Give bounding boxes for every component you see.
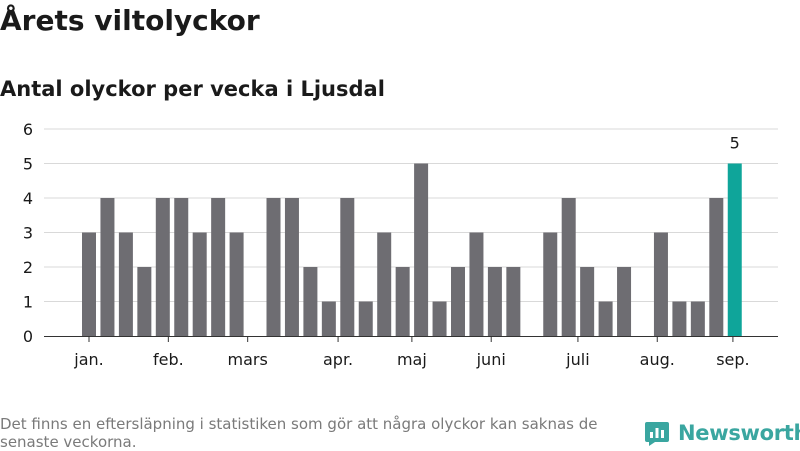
y-tick-label: 0: [23, 327, 33, 346]
bar: [709, 198, 724, 336]
bars: [82, 163, 742, 336]
bar: [100, 198, 115, 336]
bar: [155, 198, 170, 336]
bar: [598, 301, 613, 336]
bar: [321, 301, 336, 336]
bar: [727, 163, 742, 336]
y-tick-label: 3: [23, 224, 33, 243]
x-tick-label: aug.: [640, 350, 675, 369]
x-tick-label: feb.: [153, 350, 184, 369]
bar: [284, 198, 299, 336]
bar: [617, 267, 632, 336]
brand-name: Newsworthy: [678, 421, 800, 445]
chart-subtitle: Antal olyckor per vecka i Ljusdal: [0, 77, 385, 101]
bar: [118, 232, 133, 336]
footnote: Det finns en eftersläpning i statistiken…: [0, 415, 598, 451]
bar: [506, 267, 521, 336]
bar: [672, 301, 687, 336]
bar: [137, 267, 152, 336]
bar: [414, 163, 429, 336]
bar: [229, 232, 244, 336]
bar: [192, 232, 207, 336]
y-tick-label: 2: [23, 258, 33, 277]
x-tick-label: sep.: [716, 350, 749, 369]
x-tick-label: juli: [565, 350, 589, 369]
y-tick-label: 4: [23, 189, 33, 208]
bar: [653, 232, 668, 336]
bar: [469, 232, 484, 336]
bar: [690, 301, 705, 336]
y-tick-label: 1: [23, 293, 33, 312]
x-tick-label: maj: [397, 350, 427, 369]
bar-chart: 0 1 2 3 4 5 6 5 jan. feb. mars apr. maj juni juli aug…: [23, 120, 778, 369]
x-tick-label: mars: [228, 350, 268, 369]
bar: [82, 232, 96, 336]
chart-title: Årets viltolyckor: [0, 4, 260, 37]
bar: [487, 267, 502, 336]
bar: [340, 198, 355, 336]
bar: [451, 267, 465, 336]
y-axis-ticks: 0 1 2 3 4 5 6: [23, 120, 33, 346]
bar: [211, 198, 226, 336]
bar: [432, 301, 447, 336]
newsworthy-logo-icon: [645, 422, 669, 446]
data-label: 5: [730, 134, 740, 153]
bar: [561, 198, 576, 336]
y-tick-label: 6: [23, 120, 33, 139]
bar: [303, 267, 318, 336]
bar: [377, 232, 392, 336]
y-tick-label: 5: [23, 155, 33, 174]
bar: [395, 267, 410, 336]
x-axis-ticks: jan. feb. mars apr. maj juni juli aug. sep.: [73, 336, 750, 369]
bar: [358, 301, 373, 336]
x-tick-label: apr.: [323, 350, 353, 369]
brand-logo: Newsworthy: [644, 420, 800, 446]
bar: [580, 267, 595, 336]
bar: [174, 198, 189, 336]
x-tick-label: jan.: [73, 350, 103, 369]
bar: [543, 232, 558, 336]
bar: [266, 198, 281, 336]
data-labels: 5: [730, 134, 740, 153]
x-tick-label: juni: [476, 350, 506, 369]
